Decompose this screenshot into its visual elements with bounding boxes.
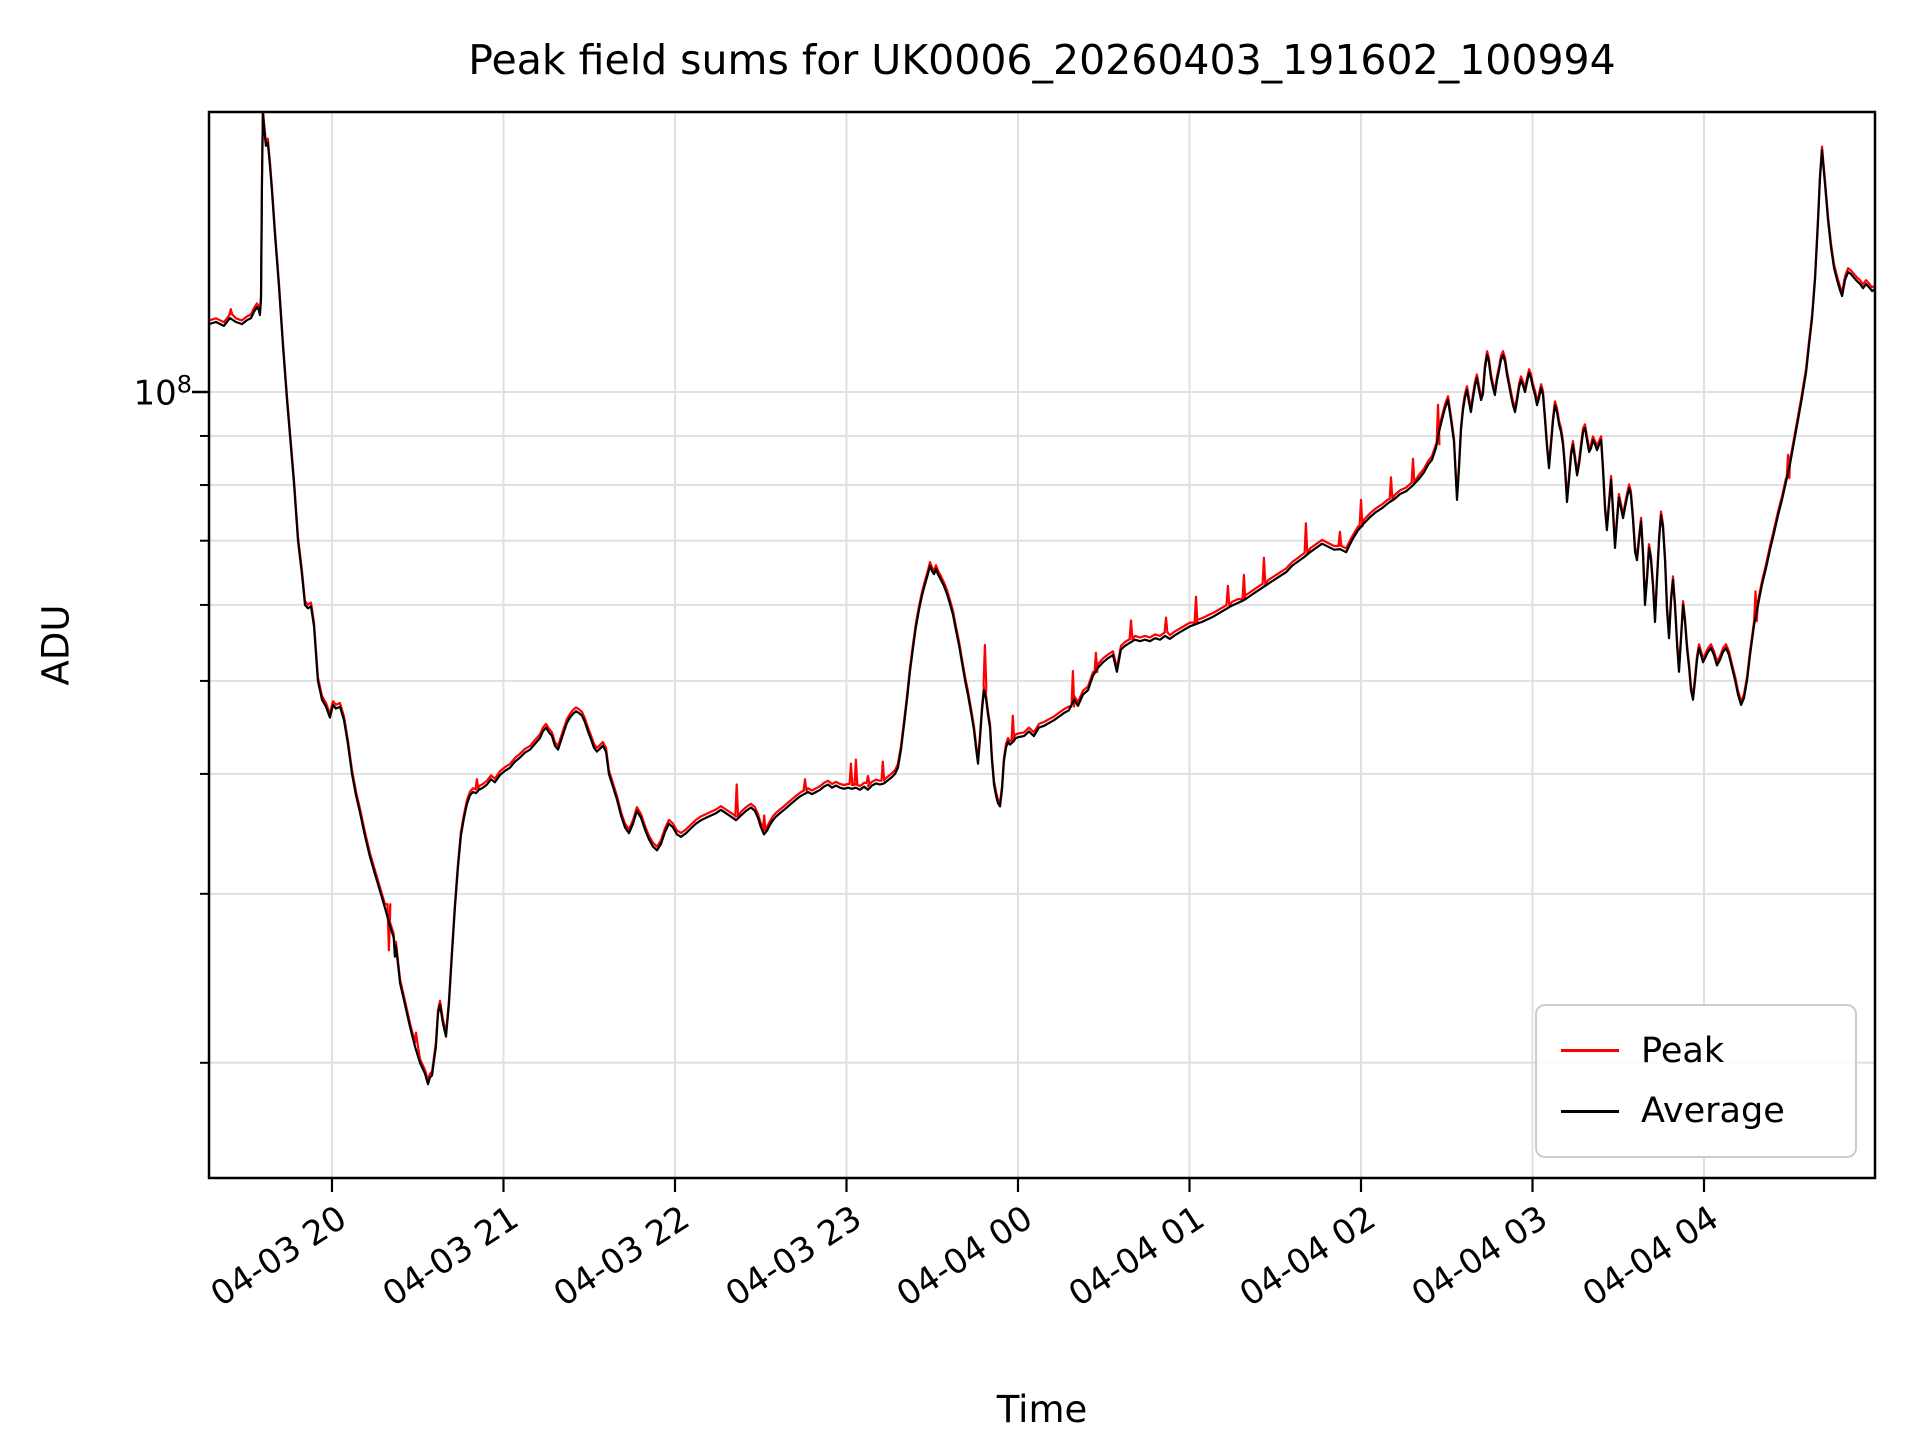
- peak-line: [209, 112, 1875, 1082]
- axes-frame: [207, 110, 1877, 1180]
- chart-title: Peak field sums for UK0006_20260403_1916…: [468, 36, 1616, 84]
- y-axis-label: ADU: [34, 604, 78, 686]
- x-axis-label: Time: [996, 1388, 1088, 1431]
- y-tick-label-1e8: 108: [80, 370, 192, 413]
- legend-label-peak: Peak: [1641, 1030, 1725, 1071]
- legend-item-average: Average: [1537, 1091, 1855, 1131]
- y-tick-exponent: 8: [176, 370, 192, 399]
- legend-box: Peak Average: [1535, 1004, 1857, 1158]
- peak-line-swatch: [1561, 1049, 1619, 1053]
- average-line: [209, 112, 1875, 1086]
- legend-item-peak: Peak: [1537, 1031, 1855, 1071]
- legend-label-average: Average: [1641, 1091, 1785, 1132]
- average-line-swatch: [1561, 1109, 1619, 1113]
- y-tick-base: 10: [133, 373, 177, 414]
